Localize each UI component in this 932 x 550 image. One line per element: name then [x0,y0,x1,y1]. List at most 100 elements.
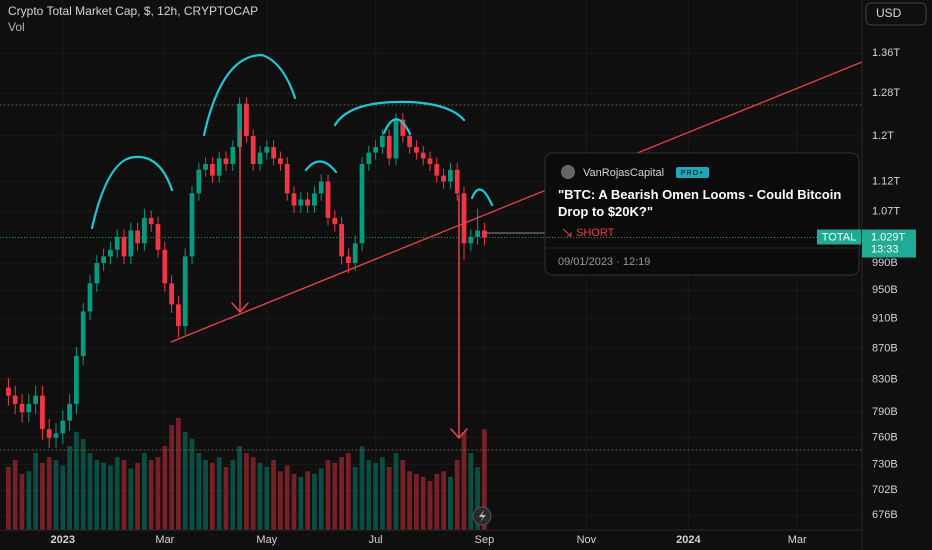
volume-bar [53,460,59,530]
volume-bar [108,465,113,530]
x-tick-label: Mar [788,534,807,546]
volume-bar [386,467,392,530]
volume-bar [373,462,378,530]
volume-bar [210,462,215,530]
candle-body [427,158,433,165]
candle-body [169,283,174,305]
volume-bar [475,467,480,530]
volume-bar [155,457,161,530]
candle-body [67,403,72,421]
badge: PRO+ [681,170,704,177]
candle-body [400,119,406,136]
arrow [450,194,468,440]
candle-body [373,147,378,153]
candle-body [114,236,120,250]
timestamp: 09/01/2023 · 12:19 [558,256,650,268]
candle-body [257,152,263,165]
volume-bar [380,457,385,530]
candles [6,97,487,449]
volume-bar [169,425,174,530]
volume-bar [80,439,86,530]
avatar [561,165,575,179]
candle-body [250,135,256,165]
short-icon [562,228,572,237]
arc [304,160,338,174]
volume-bar [40,462,45,530]
volume-bar [482,429,487,530]
volume-bar [244,453,249,530]
candle-body [101,256,106,264]
volume-bar [407,471,412,530]
candle-body [87,283,93,312]
volume-bar [94,460,100,530]
volume-bar [312,474,317,530]
x-tick-label: May [256,534,277,546]
candle-body [6,387,11,396]
idea-card[interactable]: VanRojasCapital PRO+ "BTC: A Bearish Ome… [544,152,860,276]
y-tick-label: 910B [872,313,898,325]
candle-body [359,164,365,244]
candle-body [271,147,276,159]
candle-body [40,395,45,430]
y-tick-label: 790B [872,406,898,418]
arc [470,188,494,207]
candle-body [366,152,372,165]
annotations [0,53,863,451]
candle-body [393,119,399,159]
symbol: TOTAL [822,231,856,243]
currency-button[interactable] [865,2,927,26]
volume-bar [318,468,324,530]
candle-body [386,135,392,159]
y-tick-label: 676B [872,509,898,521]
candle-body [142,217,147,244]
symbol-badge [817,229,861,245]
volume-bar [176,418,181,530]
candle-body [380,135,385,148]
volume-bar [332,462,338,530]
arc [90,155,174,230]
arc [382,118,412,136]
volume-bar [305,471,310,530]
volume-bar [366,460,372,530]
candle-body [19,403,25,413]
candle-body [216,158,222,176]
signal: SHORT [576,227,615,239]
volume-bar [291,474,297,530]
candle-body [298,199,304,206]
volume-bar [257,462,263,530]
badge-bg [676,167,709,178]
candle-body [291,193,297,206]
y-tick-label: 990B [872,257,898,269]
candle-body [312,193,317,206]
volume-bar [128,468,134,530]
candle-body [155,224,161,250]
arc [333,100,466,127]
candle-body [325,181,331,218]
volume-bar [264,467,270,530]
candle-body [332,217,338,225]
candle-body [305,199,310,206]
candle-body [12,395,18,404]
candle-body [203,164,208,170]
replay-icon-glyph [479,510,486,522]
candle-body [128,230,134,257]
volume-bar [74,432,79,530]
candle-body [420,152,426,159]
volume-bar [461,432,467,530]
candle-body [434,164,440,176]
headline-box: "BTC: A Bearish Omen Looms - Could Bitco… [558,187,842,219]
volume-bar [19,474,25,530]
volume-bar [196,453,202,530]
arc [202,53,297,137]
candle-body [278,158,283,165]
volume-bar [46,457,52,530]
y-tick-label: 870B [872,342,898,354]
y-tick-label: 702B [872,484,898,496]
last-price-box [862,229,916,258]
candle-body [414,147,419,153]
y-tick-label: 830B [872,373,898,385]
candle-body [264,147,270,153]
candle-body [80,311,86,357]
headline: "BTC: A Bearish Omen Looms - Could Bitco… [558,187,842,219]
